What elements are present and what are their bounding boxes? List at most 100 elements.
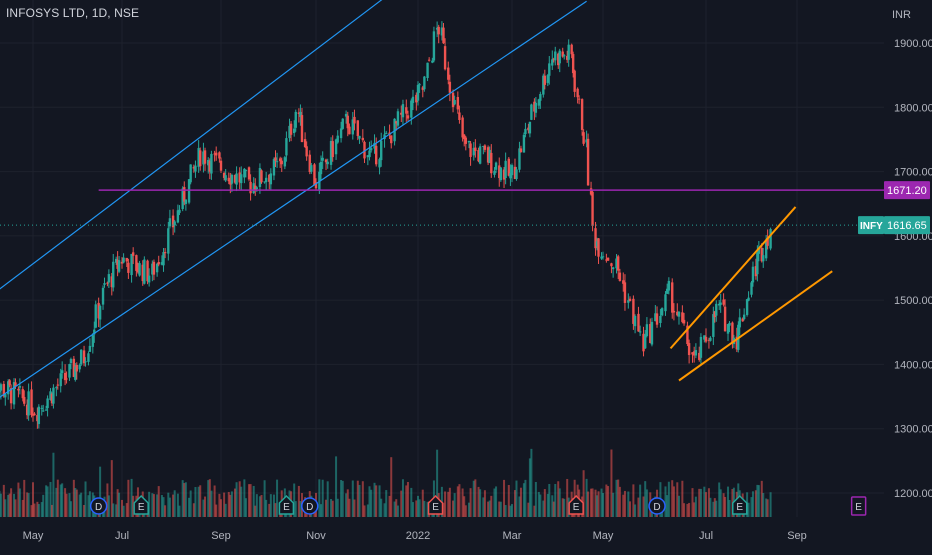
candle-body bbox=[587, 139, 589, 186]
candle-body bbox=[143, 260, 145, 284]
volume-bar bbox=[500, 502, 502, 517]
candle-body bbox=[637, 314, 639, 332]
candle-body bbox=[183, 187, 185, 202]
volume-bar bbox=[4, 499, 6, 517]
volume-bar bbox=[348, 499, 350, 517]
volume-bar bbox=[470, 488, 472, 517]
y-tick-label: 1400.00 bbox=[894, 359, 932, 371]
volume-bar bbox=[265, 500, 267, 517]
candle-body bbox=[380, 141, 382, 160]
volume-bar bbox=[327, 481, 329, 517]
volume-bar bbox=[412, 502, 414, 517]
candle-body bbox=[27, 391, 29, 415]
candle-body bbox=[431, 61, 433, 63]
volume-bar bbox=[19, 488, 21, 517]
event-marker-letter: E bbox=[736, 502, 743, 513]
candle-body bbox=[78, 365, 80, 369]
candle-body bbox=[385, 133, 387, 134]
volume-bar bbox=[380, 499, 382, 517]
candle-body bbox=[162, 252, 164, 265]
candle-body bbox=[567, 45, 569, 60]
candle-body bbox=[22, 389, 24, 398]
candle-body bbox=[769, 229, 771, 248]
candle-body bbox=[332, 141, 334, 157]
volume-bar bbox=[210, 491, 212, 517]
candle-body bbox=[756, 253, 758, 274]
candle-body bbox=[156, 264, 158, 272]
volume-bar bbox=[0, 494, 2, 517]
volume-bar bbox=[423, 501, 425, 517]
volume-bar bbox=[607, 486, 609, 517]
chart-title: INFOSYS LTD, 1D, NSE bbox=[6, 6, 139, 20]
candle-body bbox=[295, 112, 297, 128]
y-tick-label: 1300.00 bbox=[894, 424, 932, 436]
volume-bar bbox=[190, 490, 192, 517]
candle-body bbox=[752, 267, 754, 283]
candle-body bbox=[442, 28, 444, 44]
event-marker-letter: D bbox=[306, 502, 313, 513]
candle-body bbox=[102, 288, 104, 305]
candle-body bbox=[84, 361, 86, 362]
candle-body bbox=[368, 151, 370, 158]
candle-body bbox=[52, 388, 54, 404]
candle-body bbox=[178, 210, 180, 213]
candle-body bbox=[281, 161, 283, 165]
candle-body bbox=[112, 262, 114, 288]
candle-body bbox=[158, 262, 160, 264]
candle-body bbox=[523, 135, 525, 153]
volume-bar bbox=[28, 493, 30, 517]
candle-body bbox=[651, 322, 653, 345]
volume-bar bbox=[619, 487, 621, 517]
candle-body bbox=[582, 132, 584, 144]
event-marker-letter: D bbox=[653, 502, 660, 513]
candle-body bbox=[167, 228, 169, 253]
candle-body bbox=[407, 115, 409, 118]
candle-body bbox=[678, 312, 680, 317]
candle-body bbox=[17, 389, 19, 391]
candle-body bbox=[447, 68, 449, 80]
volume-bar bbox=[199, 485, 201, 517]
volume-bar bbox=[520, 488, 522, 517]
volume-bar bbox=[673, 486, 675, 517]
trend-line[interactable] bbox=[0, 1, 587, 404]
trend-line[interactable] bbox=[0, 0, 418, 297]
volume-bar bbox=[276, 480, 278, 517]
volume-bar bbox=[728, 500, 730, 517]
volume-bar bbox=[629, 501, 631, 517]
candle-body bbox=[342, 119, 344, 129]
volume-bar bbox=[337, 499, 339, 517]
candle-body bbox=[739, 317, 741, 327]
volume-bar bbox=[61, 483, 63, 517]
volume-bar bbox=[544, 489, 546, 517]
volume-bar bbox=[705, 492, 707, 517]
candle-body bbox=[353, 117, 355, 124]
volume-bar bbox=[38, 504, 40, 517]
volume-bar bbox=[539, 495, 541, 517]
candle-body bbox=[194, 166, 196, 172]
candle-body bbox=[301, 115, 303, 142]
candle-body bbox=[453, 100, 455, 104]
volume-bar bbox=[524, 480, 526, 517]
candle-body bbox=[578, 99, 580, 100]
volume-bar bbox=[231, 491, 233, 517]
candle-body bbox=[8, 380, 10, 385]
candle-body bbox=[661, 308, 663, 315]
event-marker-letter: E bbox=[432, 502, 439, 513]
x-tick-label: Sep bbox=[211, 530, 231, 542]
y-tick-label: 1800.00 bbox=[894, 102, 932, 114]
candle-body bbox=[668, 281, 670, 291]
volume-bar bbox=[127, 480, 129, 517]
volume-bar bbox=[559, 488, 561, 517]
volume-bar bbox=[748, 503, 750, 517]
candle-body bbox=[428, 60, 430, 61]
volume-bar bbox=[322, 480, 324, 517]
candle-body bbox=[240, 174, 242, 183]
candle-body bbox=[474, 148, 476, 151]
candle-body bbox=[500, 168, 502, 181]
candle-body bbox=[673, 311, 675, 312]
volume-bar bbox=[118, 493, 120, 517]
volume-bar bbox=[634, 504, 636, 517]
candle-body bbox=[724, 307, 726, 332]
candle-body bbox=[683, 320, 685, 324]
